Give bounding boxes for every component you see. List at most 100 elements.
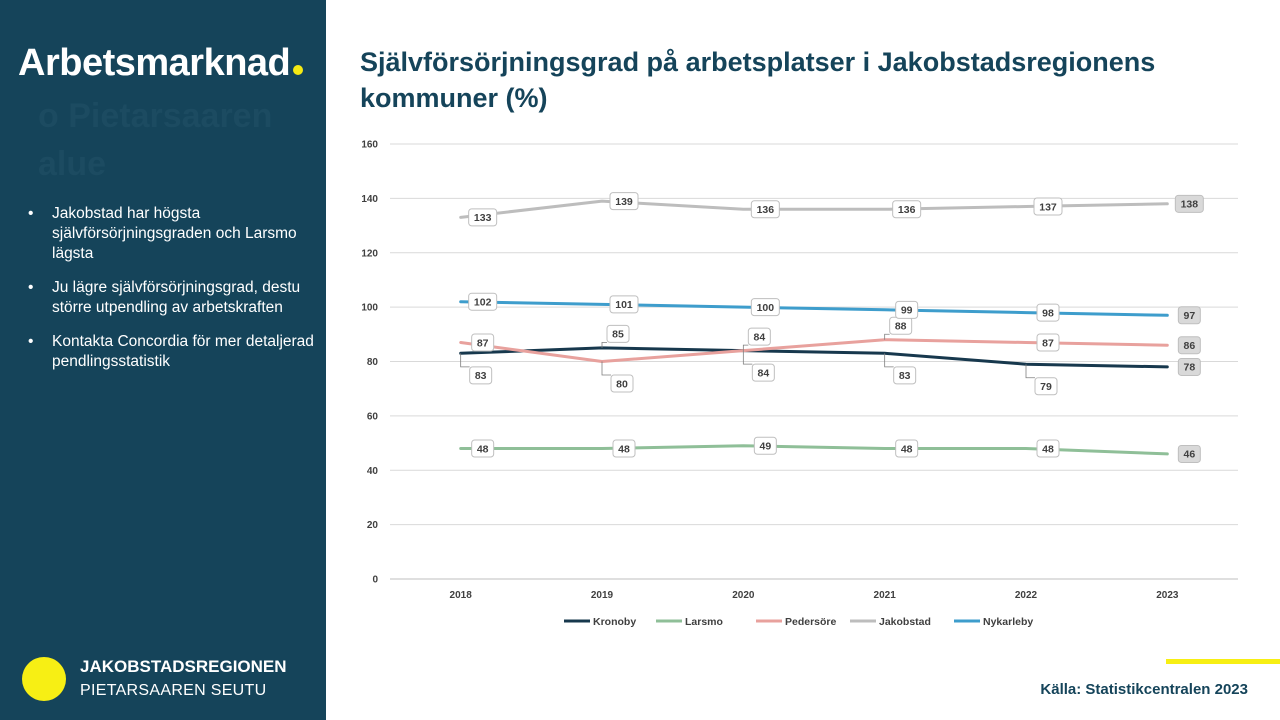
data-label: 139 xyxy=(609,192,639,211)
label-leader xyxy=(601,342,607,348)
series-line-larsmo xyxy=(459,444,1169,456)
x-tick-label: 2023 xyxy=(1156,590,1179,601)
source-note: Källa: Statistikcentralen 2023 xyxy=(1040,681,1248,698)
label-box xyxy=(609,295,639,314)
label-box xyxy=(610,374,634,393)
label-box xyxy=(753,436,777,455)
legend-item: Pedersöre xyxy=(756,616,837,628)
data-label: 136 xyxy=(750,200,780,219)
data-label-text: 138 xyxy=(1181,199,1199,211)
logo-name: JAKOBSTADSREGIONEN xyxy=(80,657,287,676)
ghost-subtitle: o Pietarsaaren alue xyxy=(38,97,273,183)
y-tick-label: 60 xyxy=(367,411,379,422)
legend-item: Nykarleby xyxy=(954,616,1033,628)
label-leader xyxy=(1025,364,1035,379)
data-label-text: 85 xyxy=(612,329,624,341)
label-box xyxy=(1033,197,1063,216)
y-tick-label: 40 xyxy=(367,466,379,477)
y-tick-label: 120 xyxy=(361,248,378,259)
label-box xyxy=(892,200,922,219)
data-label: 99 xyxy=(895,300,919,319)
data-label-text: 87 xyxy=(1042,337,1054,349)
y-tick-label: 100 xyxy=(361,303,378,314)
data-label-text: 98 xyxy=(1042,307,1054,319)
data-label-text: 133 xyxy=(474,212,492,224)
data-label: 101 xyxy=(609,295,639,314)
label-leader xyxy=(884,353,894,368)
data-label: 88 xyxy=(884,316,913,340)
data-label-text: 97 xyxy=(1183,310,1195,322)
legend-label: Kronoby xyxy=(593,616,636,628)
legend-item: Kronoby xyxy=(564,616,636,628)
sidebar: Arbetsmarknad o Pietarsaaren alue Jakobs… xyxy=(0,0,326,720)
y-tick-label: 160 xyxy=(361,140,378,151)
label-box xyxy=(471,333,495,352)
data-label-text: 83 xyxy=(899,370,911,382)
label-box xyxy=(1177,357,1201,376)
label-box xyxy=(893,366,917,385)
data-label: 78 xyxy=(1177,357,1201,376)
bullet-item: Ju lägre självförsörjningsgrad, destu st… xyxy=(24,278,314,318)
data-label-text: 137 xyxy=(1039,201,1057,213)
data-label: 84 xyxy=(742,327,771,351)
label-box xyxy=(750,200,780,219)
data-label-text: 136 xyxy=(898,204,916,216)
series-line-kronoby xyxy=(459,346,1169,369)
slide-title: Arbetsmarknad xyxy=(18,40,304,86)
data-label: 86 xyxy=(1177,336,1201,355)
legend-layer: Kronoby Larsmo Pedersöre Jakobstad Nykarleby xyxy=(564,616,1033,628)
label-box xyxy=(1177,336,1201,355)
series-line-nykarleby xyxy=(459,300,1169,317)
data-label: 83 xyxy=(884,353,917,385)
data-label-text: 83 xyxy=(475,370,487,382)
data-label: 137 xyxy=(1033,197,1063,216)
data-label-text: 88 xyxy=(895,321,907,333)
x-tick-label: 2019 xyxy=(591,590,614,601)
label-box xyxy=(895,300,919,319)
label-box xyxy=(1036,439,1060,458)
data-label: 102 xyxy=(468,292,498,311)
bullet-list: Jakobstad har högsta självförsörjningsgr… xyxy=(24,204,314,386)
data-label: 48 xyxy=(895,439,919,458)
x-tick-label: 2022 xyxy=(1015,590,1038,601)
data-label-text: 79 xyxy=(1040,381,1052,393)
data-label: 83 xyxy=(460,353,493,385)
label-box xyxy=(1174,194,1204,213)
data-label-text: 99 xyxy=(901,305,913,317)
y-tick-label: 20 xyxy=(367,520,379,531)
label-box xyxy=(1034,377,1058,396)
data-label-text: 84 xyxy=(753,331,765,343)
data-label-text: 100 xyxy=(757,302,775,314)
data-label-text: 80 xyxy=(616,378,628,390)
data-label: 48 xyxy=(612,439,636,458)
data-label: 136 xyxy=(892,200,922,219)
data-label: 97 xyxy=(1177,306,1201,325)
label-box xyxy=(468,292,498,311)
data-label-text: 48 xyxy=(901,443,913,455)
data-label: 87 xyxy=(471,333,495,352)
x-tick-label: 2020 xyxy=(732,590,755,601)
bullet-item: Kontakta Concordia för mer detaljerad pe… xyxy=(24,332,314,372)
data-label: 98 xyxy=(1036,303,1060,322)
data-label: 49 xyxy=(753,436,777,455)
label-leader xyxy=(742,350,753,365)
data-label-text: 87 xyxy=(477,337,489,349)
data-label-text: 101 xyxy=(615,299,633,311)
labels-layer: 83 85 84 83 79 78 48 48 49 48 48 46 87 80 84 88 87 86 133 1… xyxy=(460,192,1204,463)
legend-label: Nykarleby xyxy=(983,616,1033,628)
data-label-text: 84 xyxy=(757,367,769,379)
label-box xyxy=(1036,303,1060,322)
legend-item: Larsmo xyxy=(656,616,723,628)
title-dot-icon xyxy=(293,65,304,75)
logo-subtitle: PIETARSAAREN SEUTU xyxy=(80,682,267,699)
label-box xyxy=(471,439,495,458)
label-leader xyxy=(460,353,470,368)
data-label-text: 78 xyxy=(1183,362,1195,374)
label-box xyxy=(751,363,775,382)
y-tick-label: 0 xyxy=(372,575,378,586)
chart-title: Självförsörjningsgrad på arbetsplatser i… xyxy=(360,47,1156,113)
y-tick-label: 80 xyxy=(367,357,379,368)
y-tick-label: 140 xyxy=(361,194,378,205)
data-label: 79 xyxy=(1025,364,1058,396)
label-box xyxy=(750,298,780,317)
